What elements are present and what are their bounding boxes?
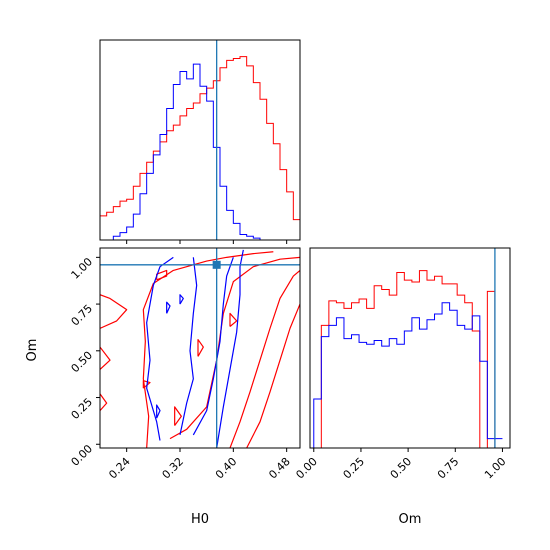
joint-truth-marker bbox=[212, 260, 221, 269]
contour-blue-2 bbox=[192, 257, 234, 436]
contour-red-10 bbox=[197, 338, 204, 357]
contour-red-0 bbox=[142, 251, 274, 448]
y-axis-label-om: Om bbox=[25, 339, 40, 362]
h0-hist-frame bbox=[99, 39, 301, 241]
om-hist-series-red bbox=[313, 270, 503, 449]
om-hist-frame bbox=[309, 247, 511, 449]
h0-marginal-panel bbox=[99, 39, 301, 244]
contour-blue-5 bbox=[179, 294, 184, 305]
contour-blue-0 bbox=[146, 256, 174, 441]
om-hist-series-blue bbox=[313, 302, 503, 448]
contour-red-5 bbox=[100, 346, 111, 370]
contour-blue-4 bbox=[166, 301, 171, 314]
h0-hist-series-red bbox=[100, 56, 300, 221]
contour-blue-6 bbox=[156, 404, 161, 419]
contour-red-4 bbox=[100, 294, 128, 329]
contour-blue-3 bbox=[216, 249, 244, 448]
joint-frame bbox=[99, 247, 301, 449]
contour-red-3 bbox=[246, 303, 300, 448]
contour-red-2 bbox=[229, 269, 300, 448]
h0-hist-series-blue bbox=[100, 63, 300, 241]
contour-red-9 bbox=[174, 406, 182, 426]
contour-red-6 bbox=[100, 393, 108, 412]
contour-red-11 bbox=[229, 312, 238, 327]
x-axis-label-h0: H0 bbox=[191, 512, 209, 527]
contour-blue-1 bbox=[179, 257, 198, 436]
joint-contour-layer bbox=[100, 249, 300, 448]
contour-red-1 bbox=[169, 256, 300, 440]
x-axis-label-om: Om bbox=[399, 512, 422, 527]
